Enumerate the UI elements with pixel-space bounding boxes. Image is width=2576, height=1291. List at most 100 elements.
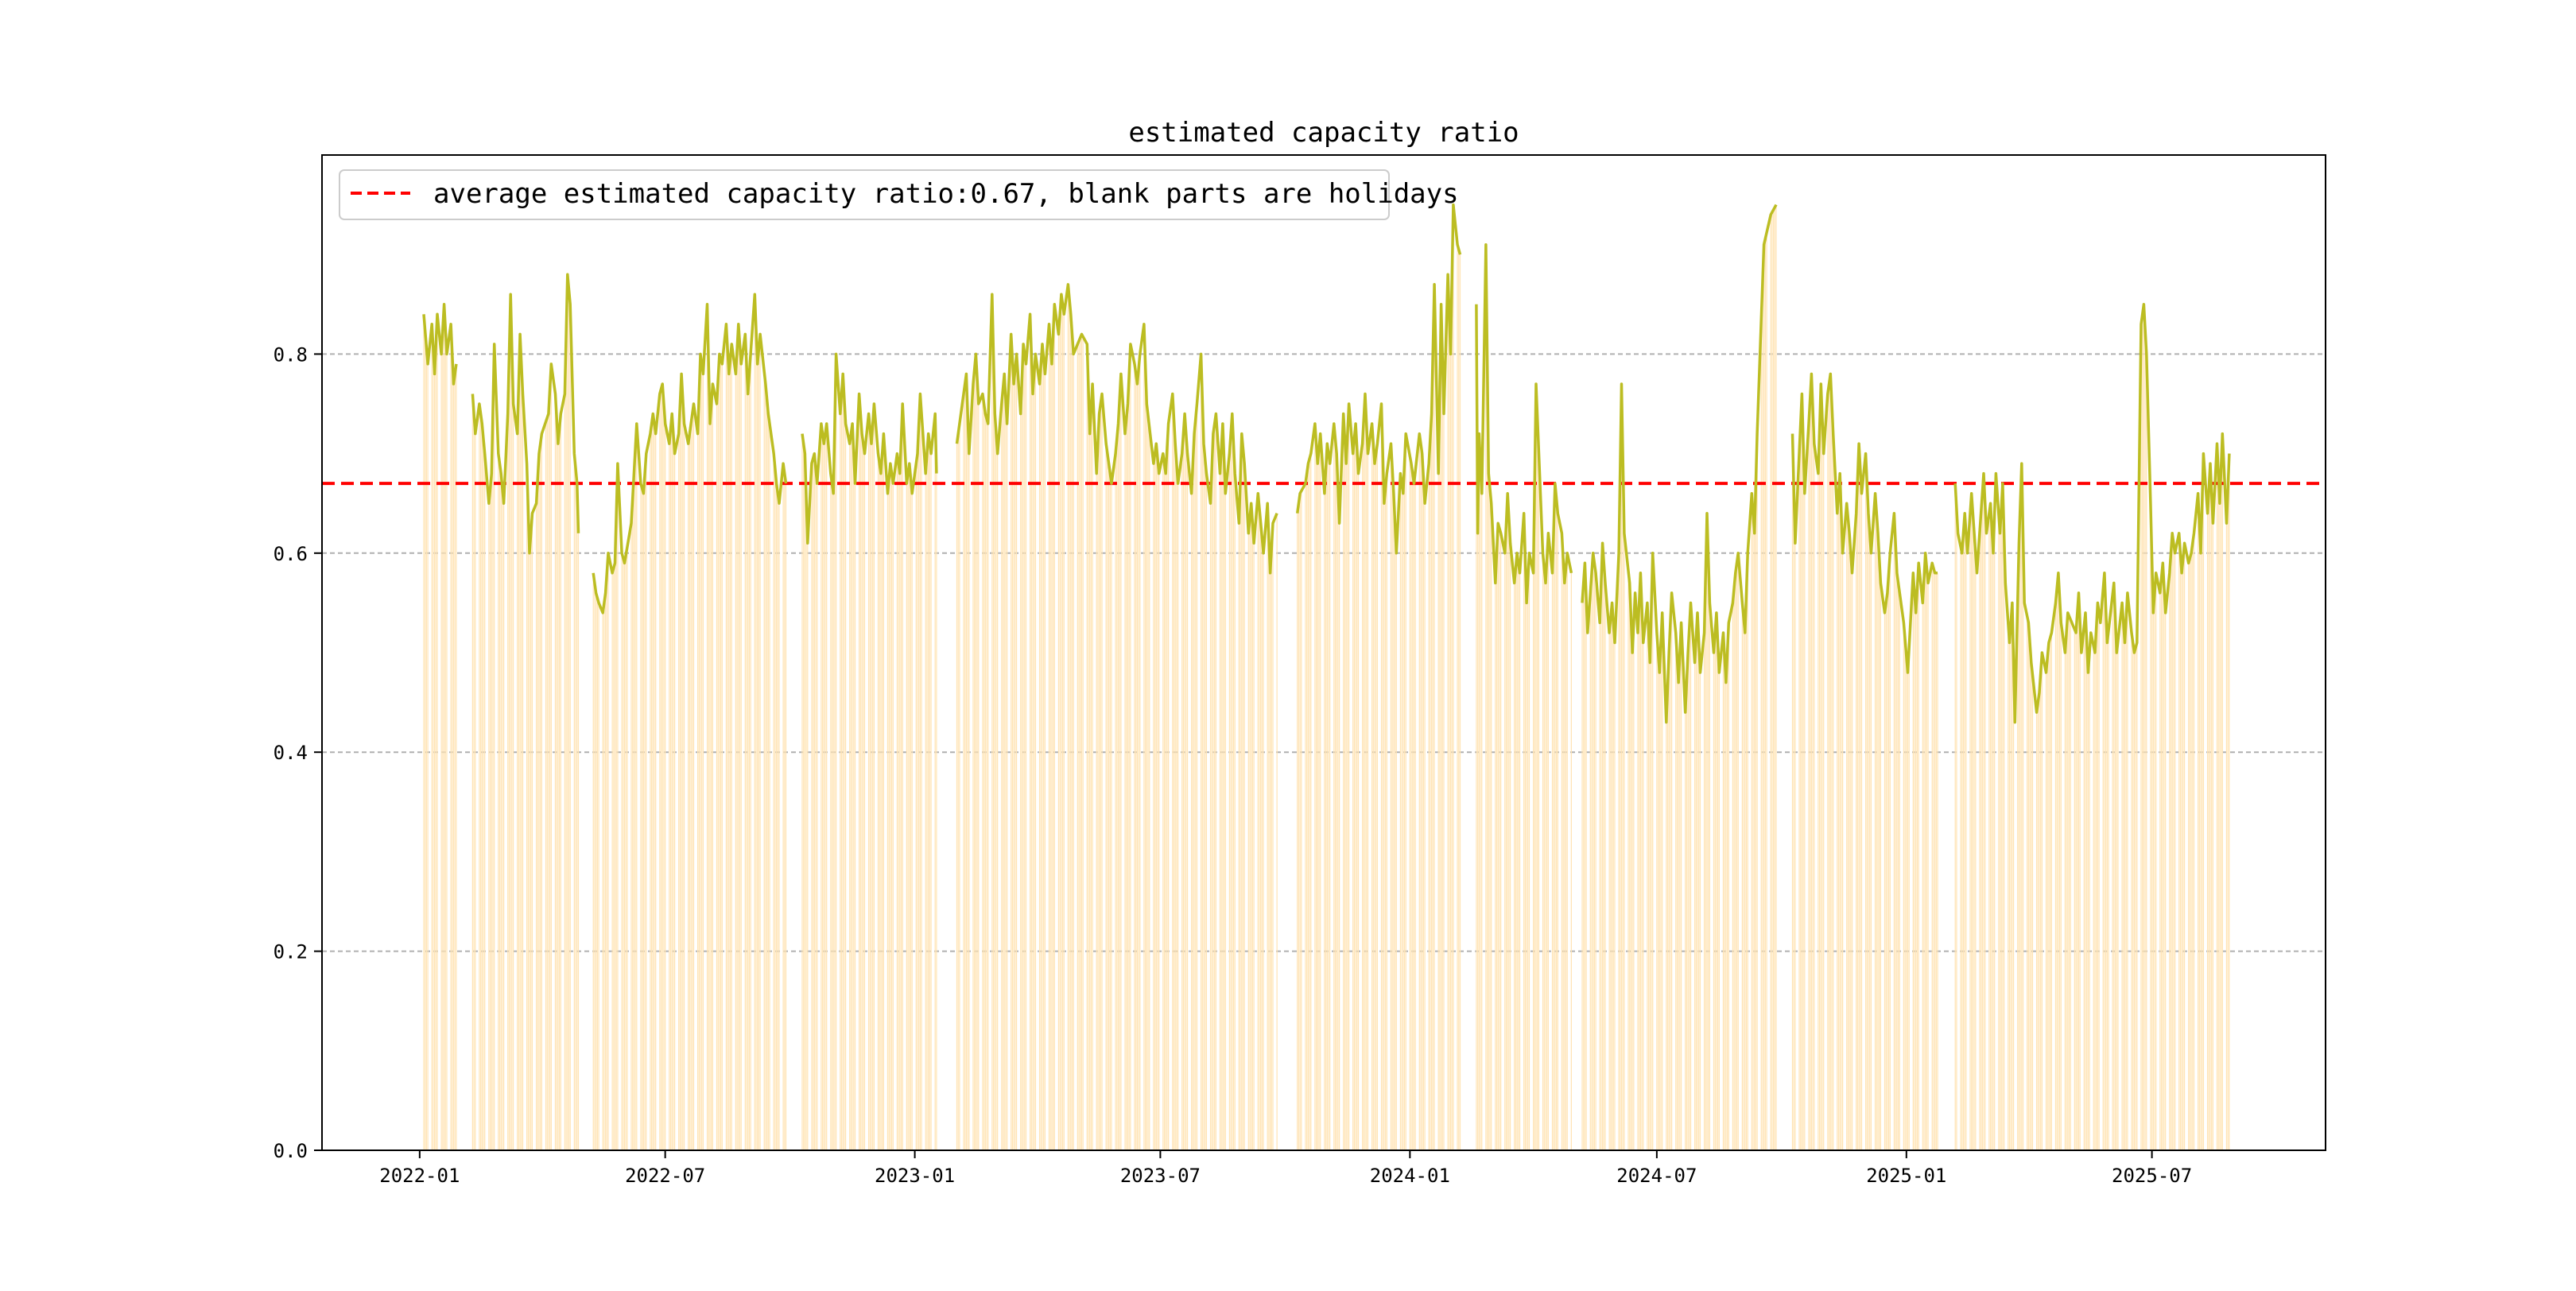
bar	[2165, 612, 2167, 1150]
bar	[1899, 592, 1900, 1150]
bar	[2209, 463, 2211, 1150]
bar	[1269, 572, 1271, 1150]
bar	[1709, 603, 1711, 1150]
bar	[2192, 543, 2194, 1150]
bar	[1185, 433, 1187, 1150]
bar	[747, 394, 749, 1151]
bar	[711, 404, 712, 1150]
bar	[592, 572, 594, 1150]
bar	[1334, 438, 1336, 1150]
bar	[2056, 587, 2058, 1150]
bar	[1534, 478, 1535, 1150]
bar	[1812, 409, 1814, 1150]
bar	[1728, 622, 1729, 1150]
bar	[1443, 413, 1445, 1150]
bar	[1850, 552, 1852, 1150]
bar	[1371, 424, 1373, 1150]
bar	[708, 363, 709, 1150]
bar	[1298, 503, 1300, 1150]
bar	[965, 374, 968, 1150]
bar	[1193, 433, 1195, 1150]
bar	[1449, 354, 1452, 1150]
bar	[623, 563, 626, 1150]
bar	[746, 363, 747, 1150]
bar	[1847, 518, 1849, 1150]
bar	[1547, 533, 1549, 1150]
bar	[1585, 598, 1587, 1150]
bar	[573, 453, 575, 1150]
bar	[1043, 359, 1045, 1150]
bar	[1214, 424, 1216, 1150]
bar	[1108, 463, 1110, 1150]
bar	[1107, 453, 1108, 1150]
bar	[1063, 314, 1065, 1150]
bar	[2017, 603, 2019, 1150]
bar	[736, 349, 738, 1150]
bar	[598, 603, 599, 1150]
bar	[1893, 513, 1895, 1150]
bar	[872, 424, 874, 1150]
bar	[2152, 612, 2154, 1150]
bar	[549, 389, 551, 1151]
bar	[775, 483, 778, 1150]
bar	[2200, 552, 2202, 1150]
bar	[2169, 572, 2171, 1150]
plot-frame	[321, 154, 2326, 1151]
bar	[840, 394, 843, 1151]
bar	[1268, 538, 1270, 1150]
bar	[1441, 359, 1443, 1150]
bar	[982, 394, 983, 1151]
bar	[1631, 653, 1633, 1150]
bar	[1053, 304, 1055, 1150]
bar	[604, 592, 607, 1150]
bar	[1364, 394, 1366, 1151]
bar	[1994, 513, 1996, 1150]
bar	[1595, 572, 1596, 1150]
bar	[1177, 483, 1179, 1150]
bar	[1926, 568, 1928, 1150]
bar	[1422, 478, 1425, 1150]
bar	[824, 433, 826, 1150]
bar	[739, 343, 741, 1150]
bar	[978, 404, 980, 1150]
series-line	[1581, 204, 1778, 724]
bar	[1059, 314, 1061, 1150]
bar	[1126, 418, 1127, 1150]
bar	[1565, 568, 1567, 1150]
bar	[1249, 518, 1251, 1150]
bar	[1535, 383, 1537, 1151]
bar	[1316, 444, 1317, 1150]
bar	[2105, 607, 2107, 1150]
bar	[1639, 572, 1642, 1150]
bar	[1554, 483, 1556, 1150]
bar	[2040, 673, 2042, 1150]
bar	[450, 324, 452, 1151]
bar	[1979, 533, 1980, 1150]
bar	[1014, 369, 1016, 1150]
bar	[2133, 653, 2136, 1150]
bar	[1989, 503, 1992, 1150]
bar	[1973, 533, 1975, 1150]
bar	[2106, 642, 2108, 1150]
bar	[2171, 533, 2173, 1150]
bar	[2221, 433, 2223, 1150]
bar	[767, 413, 769, 1150]
bar	[1395, 552, 1397, 1150]
bar	[2035, 712, 2038, 1150]
bar	[1257, 493, 1259, 1150]
bar	[1336, 453, 1337, 1150]
bar	[655, 433, 657, 1150]
bar	[1324, 493, 1325, 1150]
bar	[1375, 453, 1377, 1150]
bar	[765, 383, 766, 1151]
bar	[594, 583, 596, 1150]
bar	[807, 543, 809, 1150]
bar	[1391, 468, 1393, 1150]
bar	[1771, 211, 1773, 1150]
bar	[1130, 343, 1131, 1150]
bar	[1234, 473, 1236, 1150]
bar	[890, 473, 893, 1150]
bar	[1879, 558, 1880, 1150]
bar	[2131, 632, 2132, 1150]
bar	[1051, 363, 1053, 1150]
